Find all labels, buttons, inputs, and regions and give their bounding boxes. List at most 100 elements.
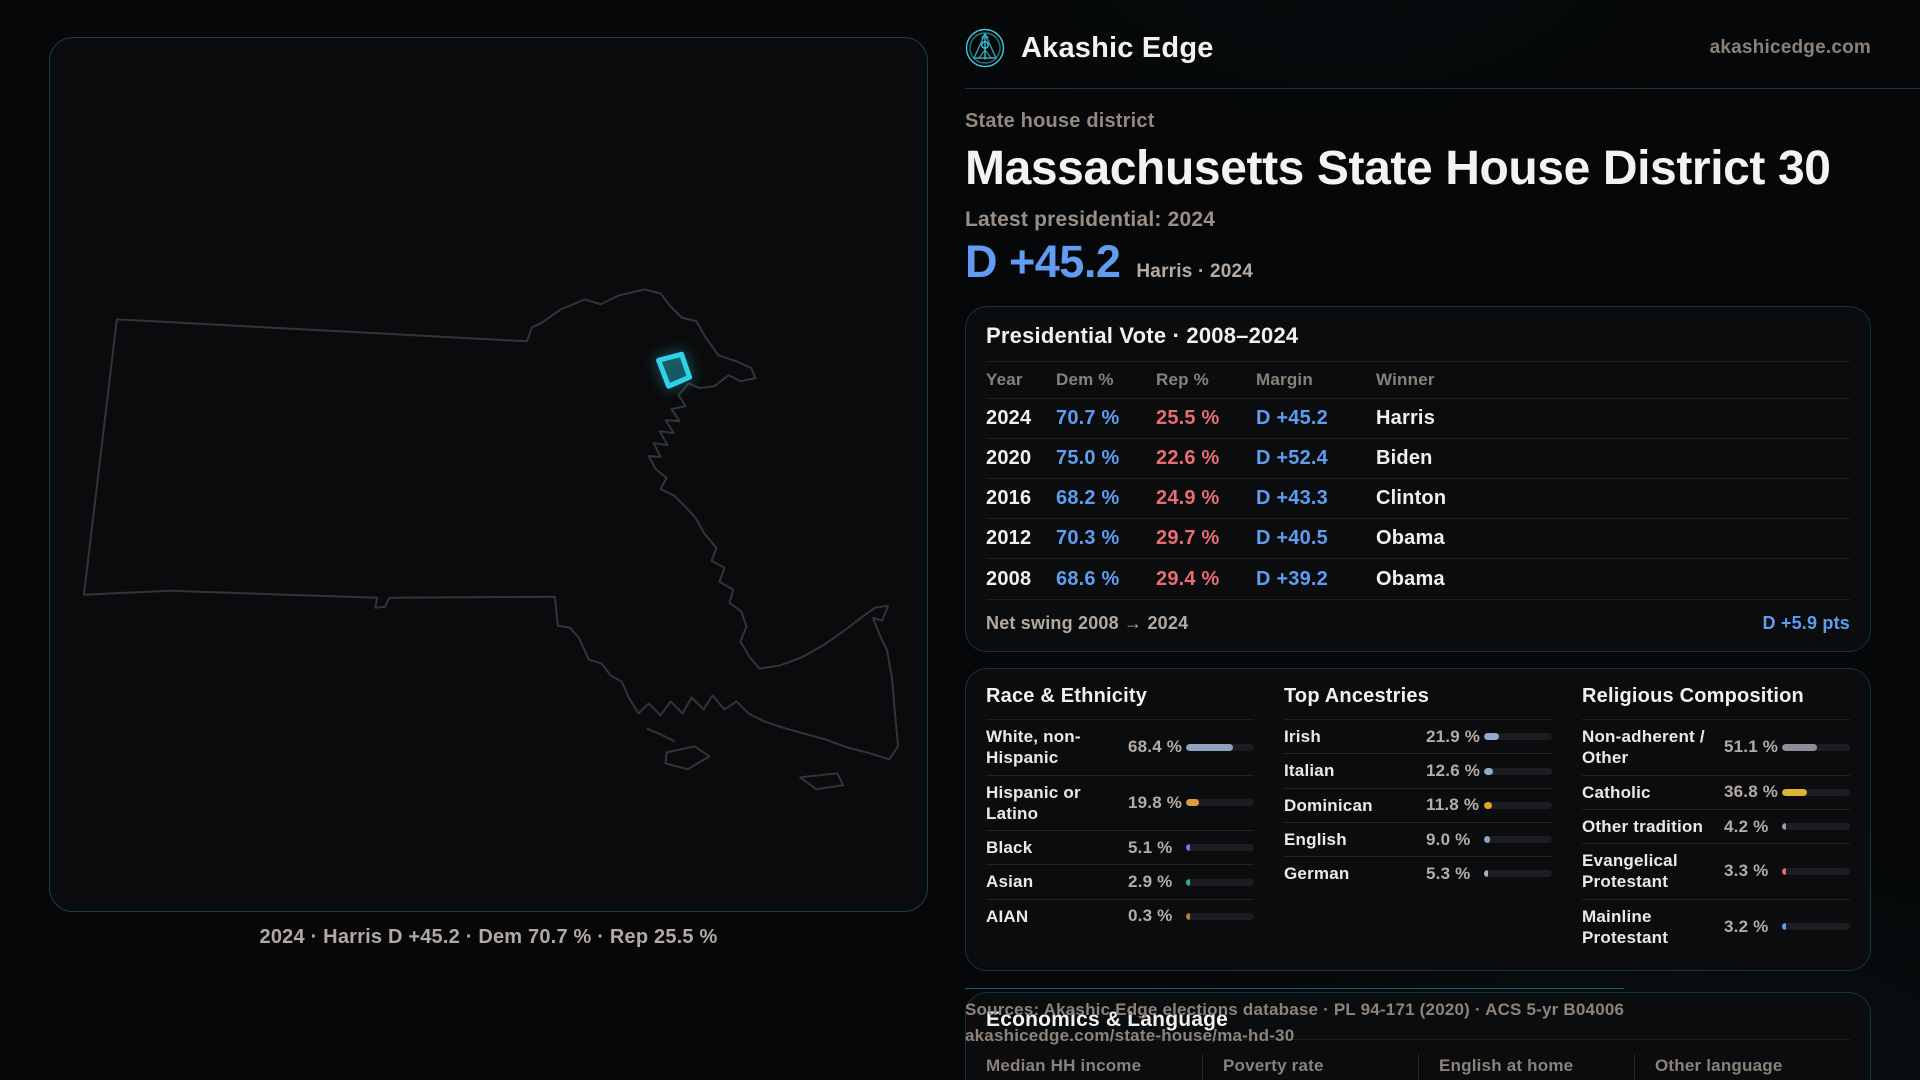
vote-table-title: Presidential Vote · 2008–2024 <box>986 323 1299 349</box>
cell-margin: D +45.2 <box>1256 407 1329 430</box>
brand: Akashic Edge <box>965 28 1214 68</box>
bar-fill <box>1782 867 1786 875</box>
table-row: 2016 68.2 % 24.9 % D +43.3 Clinton <box>986 479 1850 520</box>
cell-margin: D +43.3 <box>1256 487 1329 510</box>
demographic-value: 2.9 % <box>1128 872 1173 892</box>
headline-margin: D +45.2 Harris · 2024 <box>965 236 1920 288</box>
demographic-row: English 9.0 % <box>1284 823 1552 858</box>
bar-fill <box>1782 788 1808 796</box>
bar-fill <box>1484 733 1499 741</box>
demographic-label: Hispanic or Latino <box>986 782 1081 823</box>
bar-fill <box>1186 743 1233 751</box>
bar-track <box>1186 912 1254 920</box>
demographic-value: 51.1 % <box>1724 737 1779 757</box>
marthas-vineyard-outline <box>664 745 711 771</box>
col-winner: Winner <box>1376 370 1435 390</box>
bar-track <box>1484 733 1552 741</box>
bar-track <box>1186 799 1254 807</box>
nantucket-outline <box>799 772 845 791</box>
bar-track <box>1186 743 1254 751</box>
ancestries-panel: Top Ancestries Irish 21.9 % Italian 12.6… <box>1284 685 1552 954</box>
permalink-link[interactable]: akashicedge.com/state-house/ma-hd-30 <box>965 1026 1295 1045</box>
economic-stat: Other language 23.8 % <box>1634 1054 1850 1080</box>
permalink: akashicedge.com/state-house/ma-hd-30 <box>965 1023 1624 1049</box>
demographic-label: Black <box>986 838 1033 858</box>
demographic-row: Mainline Protestant 3.2 % <box>1582 900 1850 955</box>
cell-rep-pct: 24.9 % <box>1156 487 1220 510</box>
divider <box>1284 719 1552 721</box>
stat-label: Other language <box>1655 1056 1783 1076</box>
demographic-row: Italian 12.6 % <box>1284 754 1552 789</box>
cell-year: 2020 <box>986 447 1032 470</box>
elizabeth-islands-outline <box>646 727 676 743</box>
cell-winner: Biden <box>1376 447 1433 470</box>
religion-panel: Religious Composition Non-adherent / Oth… <box>1582 685 1850 954</box>
ancestries-title: Top Ancestries <box>1284 685 1430 708</box>
economic-stat: English at home 76.2 % <box>1418 1054 1634 1080</box>
district-highlight[interactable] <box>656 351 693 389</box>
stat-label: English at home <box>1439 1056 1574 1076</box>
demographic-value: 11.8 % <box>1426 795 1480 815</box>
demographic-label: Non-adherent / Other <box>1582 727 1705 768</box>
table-row: 2008 68.6 % 29.4 % D +39.2 Obama <box>986 559 1850 599</box>
demographic-value: 5.3 % <box>1426 863 1471 883</box>
bar-fill <box>1186 912 1190 920</box>
demographic-row: Irish 21.9 % <box>1284 720 1552 755</box>
map-column: 2024 · Harris D +45.2 · Dem 70.7 % · Rep… <box>49 37 928 949</box>
demographic-label: Dominican <box>1284 795 1373 815</box>
bar-track <box>1186 844 1254 852</box>
cell-year: 2008 <box>986 567 1032 590</box>
cell-dem-pct: 70.7 % <box>1056 407 1120 430</box>
presidential-vote-card: Presidential Vote · 2008–2024 Year Dem %… <box>965 306 1871 653</box>
demographic-row: Other tradition 4.2 % <box>1582 810 1850 845</box>
demographic-label: White, non-Hispanic <box>986 727 1081 768</box>
demographic-value: 4.2 % <box>1724 816 1769 836</box>
bar-track <box>1484 870 1552 878</box>
demographic-value: 21.9 % <box>1426 726 1481 746</box>
bar-track <box>1782 823 1850 831</box>
cell-margin: D +52.4 <box>1256 447 1329 470</box>
religion-rows: Non-adherent / Other 51.1 % Catholic 36.… <box>1582 720 1850 954</box>
col-year: Year <box>986 370 1023 390</box>
demographic-row: Evangelical Protestant 3.3 % <box>1582 844 1850 900</box>
vote-table-body: 2024 70.7 % 25.5 % D +45.2 Harris 2020 7… <box>986 399 1850 599</box>
cell-rep-pct: 22.6 % <box>1156 447 1220 470</box>
table-row: 2024 70.7 % 25.5 % D +45.2 Harris <box>986 399 1850 440</box>
cell-winner: Obama <box>1376 527 1445 550</box>
massachusetts-map <box>82 288 900 791</box>
brand-name: Akashic Edge <box>1021 31 1214 64</box>
economic-stat: Median HH income $85,153 <box>986 1054 1202 1080</box>
col-margin: Margin <box>1256 370 1313 390</box>
cell-margin: D +40.5 <box>1256 527 1329 550</box>
demographic-label: Mainline Protestant <box>1582 906 1669 947</box>
bar-fill <box>1484 836 1491 844</box>
demographic-row: Non-adherent / Other 51.1 % <box>1582 720 1850 776</box>
demographic-label: Irish <box>1284 727 1321 747</box>
bar-track <box>1782 743 1850 751</box>
cell-winner: Harris <box>1376 407 1436 430</box>
bar-track <box>1186 878 1254 886</box>
demographic-row: Hispanic or Latino 19.8 % <box>986 776 1254 832</box>
district-type-kicker: State house district <box>965 110 1155 132</box>
demographic-value: 3.3 % <box>1724 861 1769 881</box>
page-title: Massachusetts State House District 30 <box>965 142 1831 195</box>
demographic-value: 36.8 % <box>1724 782 1779 802</box>
divider <box>1582 719 1850 721</box>
content-column: Akashic Edge akashicedge.com State house… <box>965 0 1920 1080</box>
divider <box>986 361 1850 363</box>
site-domain-link[interactable]: akashicedge.com <box>1709 37 1871 58</box>
economics-stats: Median HH income $85,153 Poverty rate 12… <box>986 1054 1850 1080</box>
site-header: Akashic Edge akashicedge.com <box>965 0 1920 89</box>
economics-card: Economics & Language Median HH income $8… <box>965 992 1871 1080</box>
demographic-label: Asian <box>986 872 1034 892</box>
table-row: 2012 70.3 % 29.7 % D +40.5 Obama <box>986 519 1850 560</box>
massachusetts-outline <box>82 288 900 761</box>
bar-track <box>1782 788 1850 796</box>
bar-fill <box>1484 767 1493 775</box>
ancestry-rows: Irish 21.9 % Italian 12.6 % Dominican 11… <box>1284 720 1552 890</box>
col-rep: Rep % <box>1156 370 1209 390</box>
demographic-row: Black 5.1 % <box>986 831 1254 866</box>
cell-dem-pct: 68.2 % <box>1056 487 1120 510</box>
demographic-value: 3.2 % <box>1724 916 1769 936</box>
divider <box>986 1039 1850 1041</box>
